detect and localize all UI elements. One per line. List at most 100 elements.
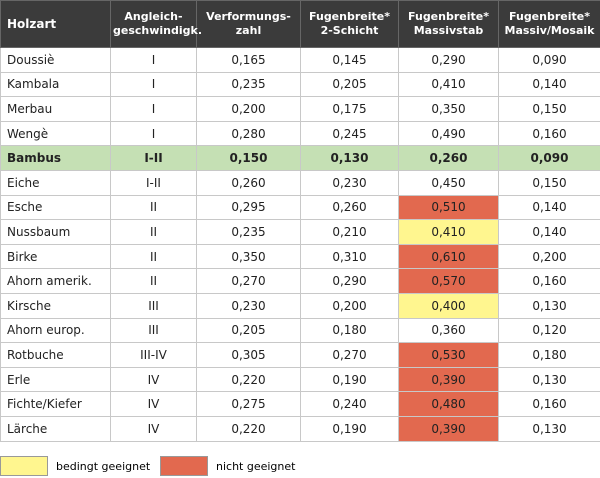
table-cell: 0,570 [398,268,499,294]
table-row: Rotbuche III-IV 0,305 0,270 0,530 0,180 [0,342,600,368]
table-cell: 0,235 [196,219,301,245]
table-body: Doussiè I 0,165 0,145 0,290 0,090 Kambala I 0,23… [0,47,600,442]
table-cell: 0,175 [300,96,399,122]
table-cell: 0,310 [300,243,399,270]
table-cell: Fichte/Kiefer [0,391,111,417]
table-cell: 0,120 [498,317,600,344]
table-cell: 0,260 [196,169,301,196]
table-row: Wengè I 0,280 0,245 0,490 0,160 [0,120,600,147]
table-cell: 0,610 [398,243,499,270]
table-cell: 0,140 [498,219,600,245]
table-cell: 0,150 [196,145,301,171]
table-cell: Nussbaum [0,219,111,245]
table-cell: 0,270 [300,342,399,368]
legend: bedingt geeignet nicht geeignet [0,456,320,476]
table-cell: 0,230 [300,169,399,196]
table-cell: Erle [0,366,111,393]
table-cell: 0,410 [398,219,499,245]
legend-item: bedingt geeignet [0,456,160,476]
table-cell: Birke [0,243,111,270]
table-cell: 0,305 [196,342,301,368]
table-cell: 0,140 [498,71,600,98]
table-cell: 0,260 [398,145,499,171]
legend-label: nicht geeignet [216,459,296,473]
table-cell: 0,205 [300,71,399,98]
table-row: Kambala I 0,235 0,205 0,410 0,140 [0,71,600,98]
legend-item: nicht geeignet [160,456,320,476]
header-cell: Holzart [0,0,111,48]
table-cell: 0,130 [498,366,600,393]
table-cell: 0,180 [498,342,600,368]
table-cell: 0,275 [196,391,301,417]
table-cell: 0,295 [196,194,301,221]
table-cell: Doussiè [0,47,111,73]
table-cell: Bambus [0,145,111,171]
table-row: Esche II 0,295 0,260 0,510 0,140 [0,194,600,221]
header-cell: Fugenbreite* Massiv/Mosaik [498,0,600,48]
table-cell: I-II [110,169,197,196]
table-cell: Rotbuche [0,342,111,368]
table-cell: 0,200 [196,96,301,122]
table-cell: 0,090 [498,145,600,171]
table-cell: III [110,292,197,319]
table-cell: I-II [110,145,197,171]
table-cell: Esche [0,194,111,221]
table-row: Ahorn europ. III 0,205 0,180 0,360 0,120 [0,317,600,344]
table-cell: 0,160 [498,120,600,147]
table-cell: 0,140 [498,194,600,221]
table-cell: 0,350 [196,243,301,270]
table-cell: 0,200 [300,292,399,319]
table-row: Erle IV 0,220 0,190 0,390 0,130 [0,366,600,393]
table-cell: 0,130 [498,415,600,442]
table-cell: II [110,219,197,245]
legend-label: bedingt geeignet [56,459,151,473]
table-cell: 0,230 [196,292,301,319]
table-cell: 0,150 [498,96,600,122]
table-row: Kirsche III 0,230 0,200 0,400 0,130 [0,292,600,319]
table-cell: Eiche [0,169,111,196]
table-cell: 0,165 [196,47,301,73]
table-cell: II [110,243,197,270]
table-cell: 0,205 [196,317,301,344]
table-cell: II [110,194,197,221]
table-row: Merbau I 0,200 0,175 0,350 0,150 [0,96,600,122]
table-cell: 0,360 [398,317,499,344]
table-cell: 0,220 [196,366,301,393]
table-row: Fichte/Kiefer IV 0,275 0,240 0,480 0,160 [0,391,600,417]
header-row: Holzart Angleich- geschwindigk. Verformung… [0,0,600,48]
table-cell: I [110,120,197,147]
table-cell: 0,490 [398,120,499,147]
table-cell: 0,190 [300,415,399,442]
header-cell: Verformungs- zahl [196,0,301,48]
table-cell: III-IV [110,342,197,368]
table-row: Birke II 0,350 0,310 0,610 0,200 [0,243,600,270]
table-cell: 0,510 [398,194,499,221]
table-cell: Lärche [0,415,111,442]
table-cell: 0,210 [300,219,399,245]
table-cell: 0,235 [196,71,301,98]
table-cell: 0,290 [300,268,399,294]
table-cell: I [110,96,197,122]
table-row: Nussbaum II 0,235 0,210 0,410 0,140 [0,219,600,245]
table-cell: 0,390 [398,366,499,393]
table-cell: 0,150 [498,169,600,196]
table-cell: IV [110,366,197,393]
table-cell: 0,400 [398,292,499,319]
table-row: Bambus I-II 0,150 0,130 0,260 0,090 [0,145,600,171]
table-cell: Kambala [0,71,111,98]
table-cell: I [110,47,197,73]
table-cell: 0,390 [398,415,499,442]
table-cell: Merbau [0,96,111,122]
table-cell: 0,270 [196,268,301,294]
table-cell: 0,240 [300,391,399,417]
table-cell: 0,130 [498,292,600,319]
table-cell: Wengè [0,120,111,147]
table-cell: 0,245 [300,120,399,147]
table-cell: 0,160 [498,391,600,417]
table-cell: 0,260 [300,194,399,221]
table-cell: 0,290 [398,47,499,73]
header-cell: Angleich- geschwindigk. [110,0,202,48]
table-cell: IV [110,415,197,442]
legend-swatch [0,456,48,476]
table-cell: 0,180 [300,317,399,344]
